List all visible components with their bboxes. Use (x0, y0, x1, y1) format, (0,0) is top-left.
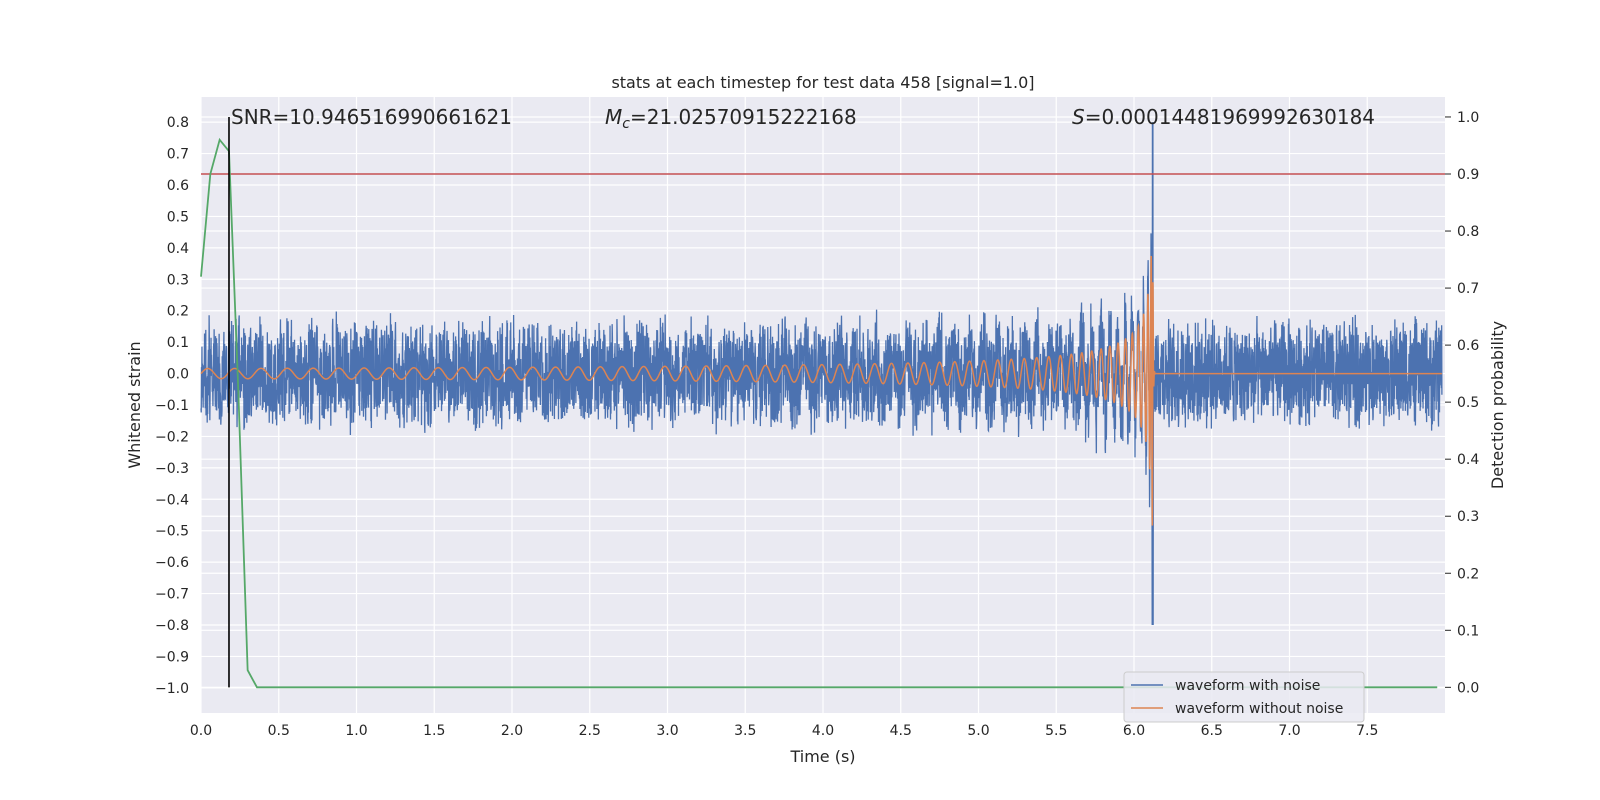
series-waveform-without-noise (200, 255, 1442, 526)
y-tick-label: −0.3 (155, 461, 189, 477)
y2-tick-label: 0.7 (1457, 281, 1479, 297)
y-tick-label: 0.0 (167, 367, 189, 383)
y-tick-label: −0.6 (155, 555, 189, 571)
y-tick-label: 0.7 (167, 147, 189, 163)
y2-tick-label: 0.0 (1457, 680, 1479, 696)
y2-tick-label: 0.2 (1457, 566, 1479, 582)
y-tick-label: 0.8 (167, 115, 189, 131)
x-tick-label: 0.5 (268, 723, 290, 739)
x-tick-label: 1.0 (345, 723, 367, 739)
x-tick-label: 5.0 (967, 723, 989, 739)
y-tick-label: 0.4 (167, 241, 189, 257)
y-tick-label: −0.8 (155, 618, 189, 634)
y-tick-label: −0.1 (155, 398, 189, 414)
y2-tick-label: 0.6 (1457, 338, 1479, 354)
y-tick-label: −0.5 (155, 524, 189, 540)
series-lines (200, 116, 1445, 689)
y2-tick-label: 0.8 (1457, 224, 1479, 240)
x-tick-label: 5.5 (1045, 723, 1067, 739)
y-axis-label: Whitened strain (125, 341, 144, 468)
y-tick-label: −0.7 (155, 587, 189, 603)
y-tick-label: −1.0 (155, 681, 189, 697)
x-axis-ticks: 0.0 0.5 1.0 1.5 2.0 2.5 3.0 3.5 4.0 4.5 5.0 5.5 6.0 6… (190, 723, 1379, 739)
y-tick-label: 0.6 (167, 178, 189, 194)
series-waveform-with-noise (200, 122, 1443, 626)
x-axis-label: Time (s) (789, 747, 855, 766)
legend-label-noise: waveform with noise (1175, 678, 1320, 694)
legend-box (1123, 671, 1365, 723)
y-tick-label: −0.4 (155, 492, 189, 508)
y2-tick-label: 1.0 (1457, 110, 1479, 126)
x-tick-label: 2.0 (501, 723, 523, 739)
y2-tick-label: 0.1 (1457, 623, 1479, 639)
x-tick-label: 3.0 (656, 723, 678, 739)
chart-title: stats at each timestep for test data 458… (611, 73, 1034, 92)
x-tick-label: 4.5 (890, 723, 912, 739)
legend: waveform with noise waveform without noi… (1123, 671, 1365, 723)
y2-tick-label: 0.4 (1457, 452, 1479, 468)
x-tick-label: 1.5 (423, 723, 445, 739)
x-tick-label: 7.0 (1278, 723, 1300, 739)
x-tick-label: 3.5 (734, 723, 756, 739)
y-axis-ticks: 0.8 0.7 0.6 0.5 0.4 0.3 0.2 0.1 0.0 −0.1 −0.2 −0.3 −… (155, 115, 189, 697)
x-tick-label: 7.5 (1356, 723, 1378, 739)
series-detection-probability (200, 137, 1438, 689)
y2-tick-label: 0.5 (1457, 395, 1479, 411)
annotation-chirp-mass: Mc=21.02570915222168 (605, 105, 857, 132)
y-tick-label: 0.5 (167, 209, 189, 225)
y-tick-label: 0.3 (167, 272, 189, 288)
y-tick-label: 0.1 (167, 335, 189, 351)
annotation-statistic: S=0.00014481969992630184 (1072, 105, 1375, 129)
y2-tick-label: 0.9 (1457, 167, 1479, 183)
x-tick-label: 6.0 (1123, 723, 1145, 739)
x-tick-label: 0.0 (190, 723, 212, 739)
y2-axis-label: Detection probability (1488, 321, 1507, 489)
x-tick-label: 6.5 (1201, 723, 1223, 739)
y2-axis-ticks: 1.0 0.9 0.8 0.7 0.6 0.5 0.4 0.3 0.2 0.1 0.0 (1445, 110, 1479, 696)
annotation-snr: SNR=10.946516990661621 (231, 105, 512, 129)
y-tick-label: 0.2 (167, 304, 189, 320)
legend-label-clean: waveform without noise (1175, 701, 1343, 717)
y-tick-label: −0.2 (155, 429, 189, 445)
x-tick-label: 2.5 (579, 723, 601, 739)
y2-tick-label: 0.3 (1457, 509, 1479, 525)
x-tick-label: 4.0 (812, 723, 834, 739)
y-tick-label: −0.9 (155, 649, 189, 665)
